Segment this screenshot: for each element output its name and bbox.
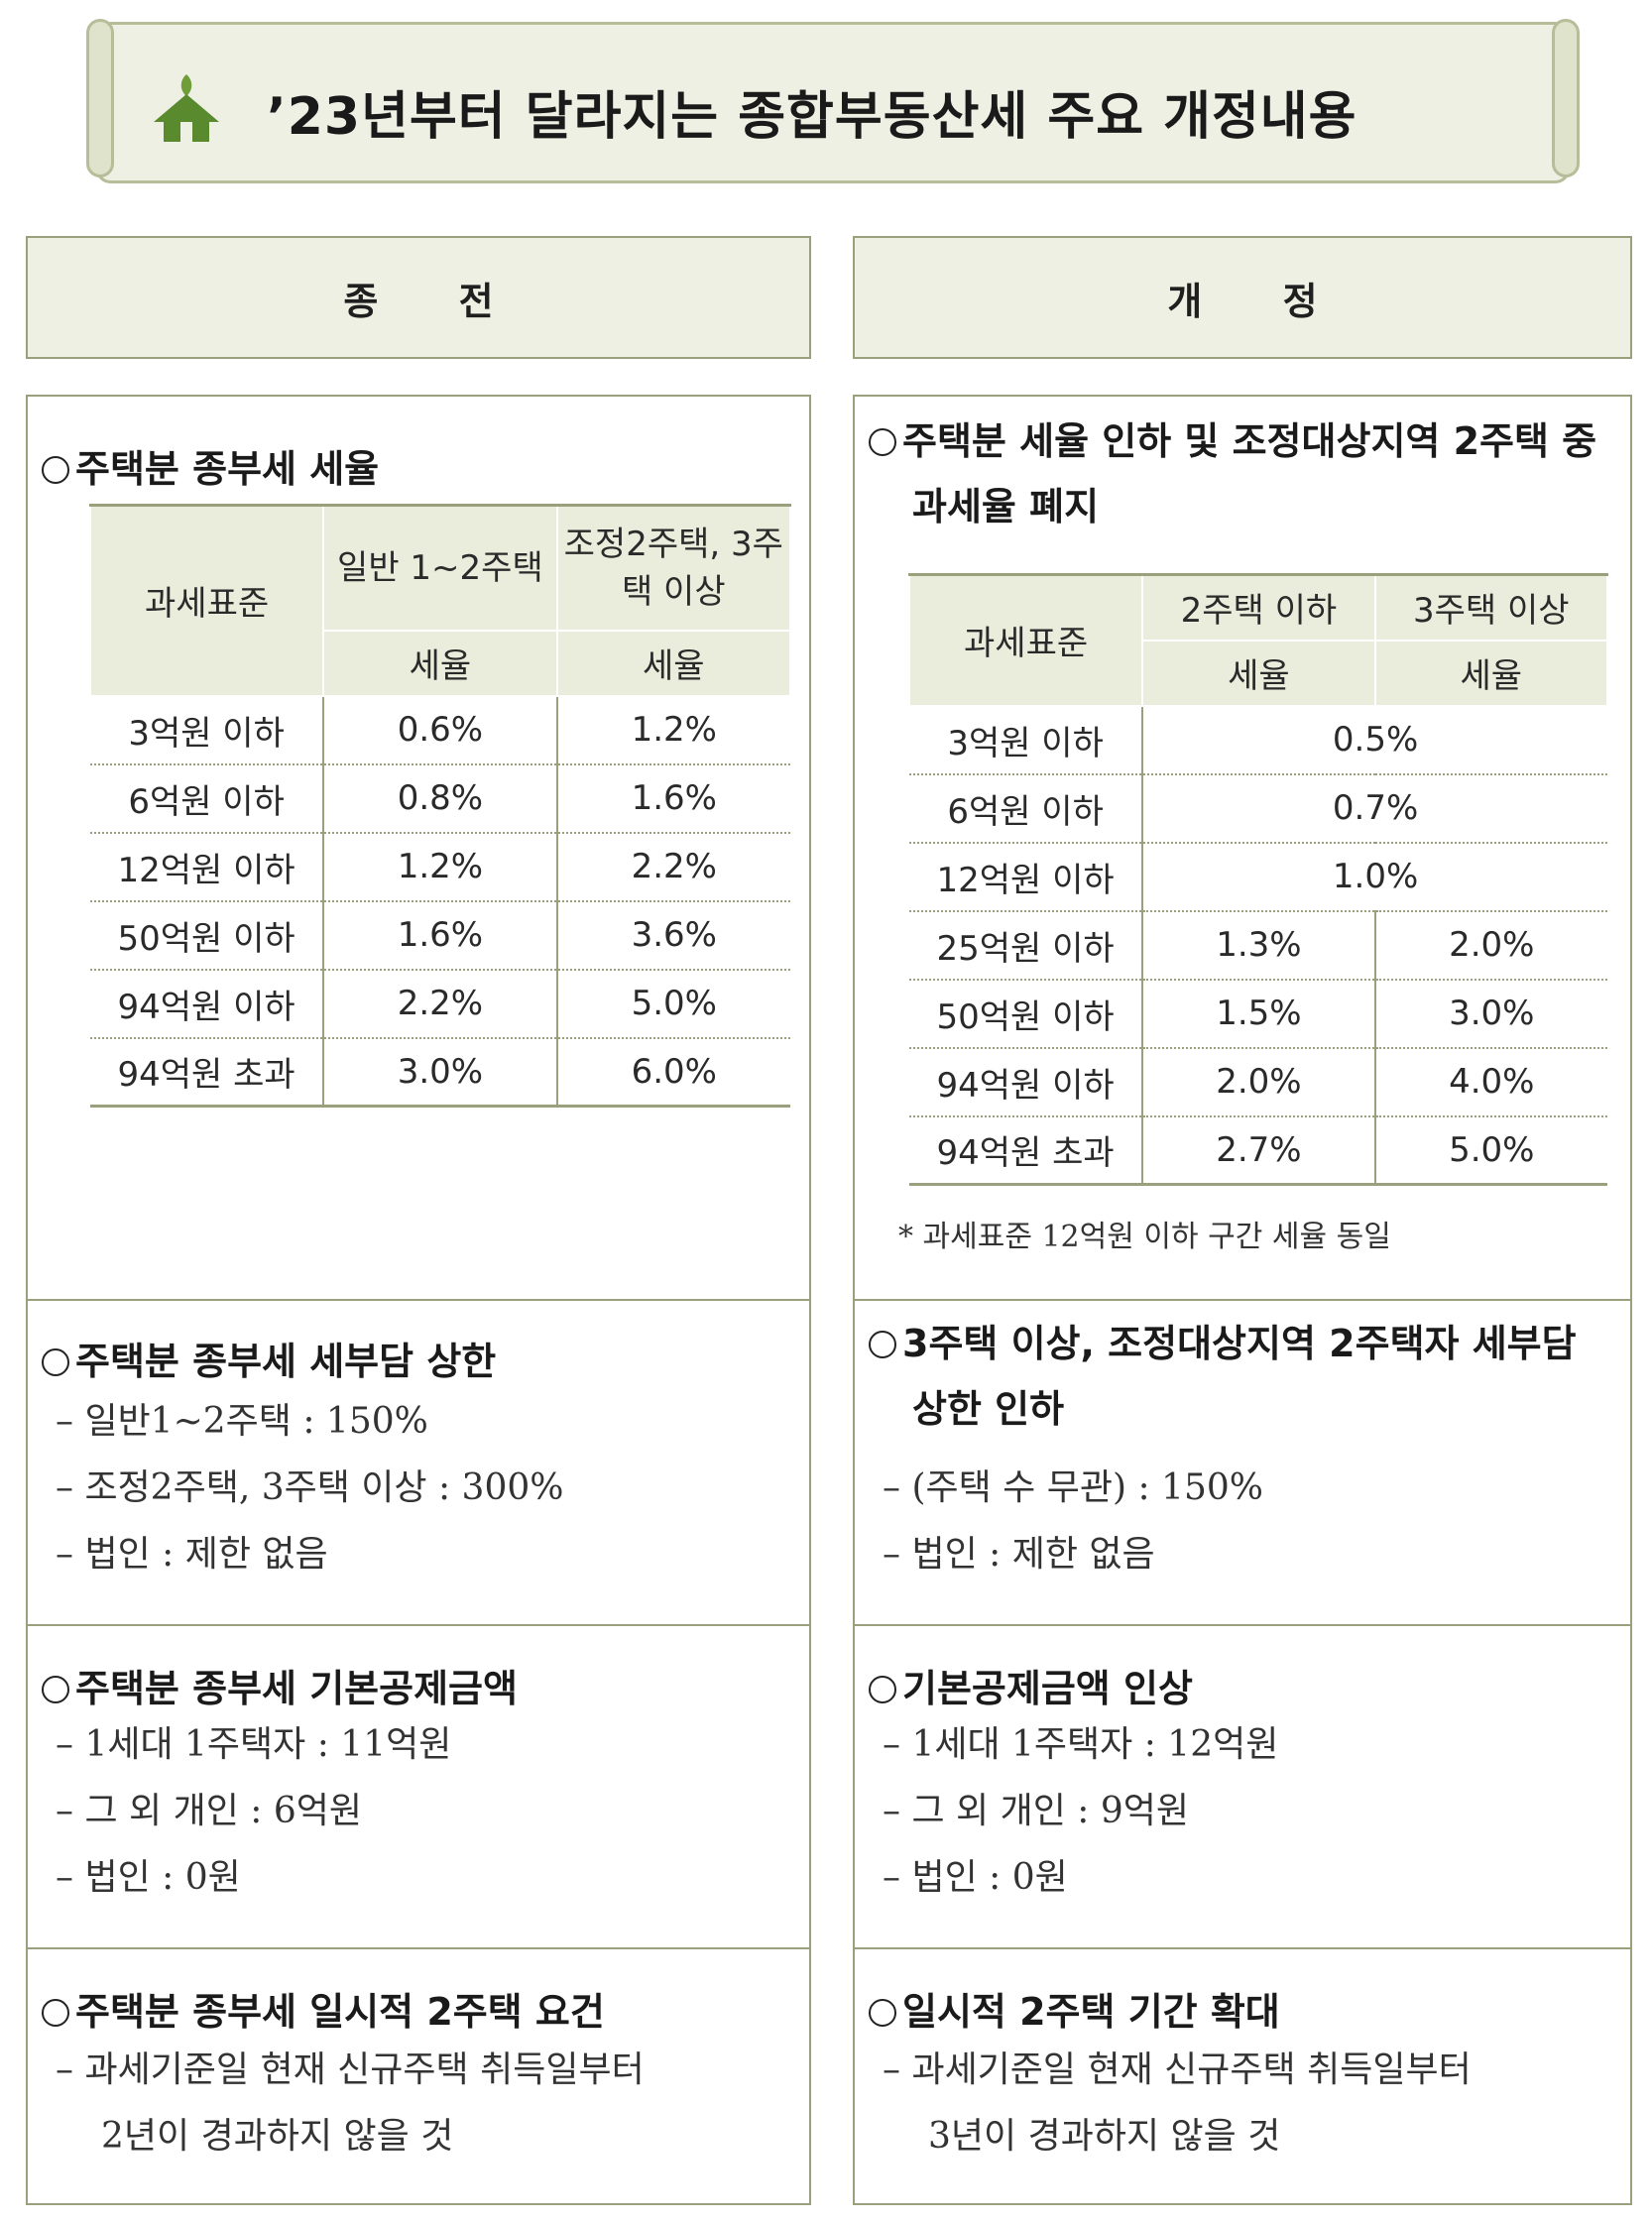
column-header-before: 종 전 [26,236,811,359]
before-temp-section: 주택분 종부세 일시적 2주택 요건 – 과세기준일 현재 신규주택 취득일부터… [28,1949,809,2207]
circle-bullet-icon [869,428,896,456]
header-sub: 세율 [555,629,792,697]
after-panel: 주택분 세율 인하 및 조정대상지역 2주택 중과세율 폐지 과세표준 2주택 … [853,395,1632,2205]
list-item: – 그 외 개인 : 9억원 [883,1791,1189,1831]
section-title: 주택분 종부세 기본공제금액 [42,1658,518,1712]
table-row: 94억원 이하 2.2% 5.0% [90,969,790,1039]
list-item: – 그 외 개인 : 6억원 [56,1791,362,1831]
item-list: – 1세대 1주택자 : 12억원 – 그 외 개인 : 9억원 – 법인 : … [883,1711,1278,1911]
before-cap-section: 주택분 종부세 세부담 상한 – 일반1~2주택 : 150% – 조정2주택,… [28,1301,809,1626]
list-item: – 법인 : 0원 [883,1857,1068,1898]
table-row: 50억원 이하 1.6% 3.6% [90,900,790,971]
title-banner: ’23년부터 달라지는 종합부동산세 주요 개정내용 [86,19,1580,183]
table-row: 25억원 이하 1.3% 2.0% [909,910,1607,981]
circle-bullet-icon [869,1676,896,1703]
list-item: – (주택 수 무관) : 150% [883,1467,1263,1508]
table-note: * 과세표준 12억원 이하 구간 세율 동일 [898,1220,1391,1254]
section-title: 주택분 종부세 세율 [42,438,379,493]
item-list: – 과세기준일 현재 신규주택 취득일부터 2년이 경과하지 않을 것 [56,2037,645,2169]
item-list: – 일반1~2주택 : 150% – 조정2주택, 3주택 이상 : 300% … [56,1388,563,1587]
item-list: – 1세대 1주택자 : 11억원 – 그 외 개인 : 6억원 – 법인 : … [56,1711,451,1911]
scroll-curl-left [86,19,114,177]
header-col2: 조정2주택, 3주택 이상 [555,504,792,632]
circle-bullet-icon [42,456,69,484]
circle-bullet-icon [42,1348,69,1376]
after-cap-section: 3주택 이상, 조정대상지역 2주택자 세부담 상한 인하 – (주택 수 무관… [855,1301,1630,1626]
before-deduction-section: 주택분 종부세 기본공제금액 – 1세대 1주택자 : 11억원 – 그 외 개… [28,1626,809,1949]
item-list: – 과세기준일 현재 신규주택 취득일부터 3년이 경과하지 않을 것 [883,2037,1472,2169]
table-row: 94억원 이하 2.0% 4.0% [909,1047,1607,1117]
table-row: 12억원 이하 1.0% [909,842,1607,912]
list-item: 2년이 경과하지 않을 것 [101,2116,454,2157]
table-row: 3억원 이하 0.5% [909,705,1607,775]
section-title: 3주택 이상, 조정대상지역 2주택자 세부담 상한 인하 [869,1311,1622,1442]
header-base: 과세표준 [88,504,325,697]
header-sub: 세율 [322,629,558,697]
list-item: – 과세기준일 현재 신규주택 취득일부터 [883,2049,1472,2090]
section-title: 일시적 2주택 기간 확대 [869,1981,1280,2036]
header-col1: 일반 1~2주택 [322,504,558,632]
before-rate-section: 주택분 종부세 세율 과세표준 일반 1~2주택 조정2주택, 3주택 이상 세… [28,397,809,1301]
header-base: 과세표준 [907,573,1144,707]
section-title: 주택분 종부세 일시적 2주택 요건 [42,1981,605,2036]
list-item: 3년이 경과하지 않을 것 [928,2116,1281,2157]
house-leaf-icon [154,74,219,142]
after-rate-table: 과세표준 2주택 이하 3주택 이상 세율 세율 3억원 이하 0.5% 6억원 … [907,573,1609,1186]
header-col2: 3주택 이상 [1373,573,1609,642]
list-item: – 1세대 1주택자 : 12억원 [883,1724,1279,1765]
after-temp-section: 일시적 2주택 기간 확대 – 과세기준일 현재 신규주택 취득일부터 3년이 … [855,1949,1630,2207]
scroll-curl-right [1552,19,1580,177]
list-item: – 일반1~2주택 : 150% [56,1401,428,1442]
list-item: – 1세대 1주택자 : 11억원 [56,1724,452,1765]
header-col1: 2주택 이하 [1141,573,1376,642]
header-sub: 세율 [1141,639,1376,707]
table-row: 94억원 초과 2.7% 5.0% [909,1115,1607,1186]
before-panel: 주택분 종부세 세율 과세표준 일반 1~2주택 조정2주택, 3주택 이상 세… [26,395,811,2205]
table-row: 3억원 이하 0.6% 1.2% [90,695,790,765]
before-rate-table: 과세표준 일반 1~2주택 조정2주택, 3주택 이상 세율 세율 3억원 이하… [88,504,792,1108]
section-title: 기본공제금액 인상 [869,1658,1193,1712]
table-row: 6억원 이하 0.8% 1.6% [90,763,790,834]
item-list: – (주택 수 무관) : 150% – 법인 : 제한 없음 [883,1455,1263,1587]
circle-bullet-icon [869,1331,896,1358]
list-item: – 법인 : 0원 [56,1857,241,1898]
table-row: 12억원 이하 1.2% 2.2% [90,832,790,902]
circle-bullet-icon [42,1676,69,1703]
table-row: 94억원 초과 3.0% 6.0% [90,1037,790,1108]
list-item: – 과세기준일 현재 신규주택 취득일부터 [56,2049,645,2090]
list-item: – 조정2주택, 3주택 이상 : 300% [56,1467,564,1508]
list-item: – 법인 : 제한 없음 [883,1534,1155,1575]
list-item: – 법인 : 제한 없음 [56,1534,328,1575]
table-row: 50억원 이하 1.5% 3.0% [909,979,1607,1049]
section-title: 주택분 종부세 세부담 상한 [42,1331,496,1385]
page-title: ’23년부터 달라지는 종합부동산세 주요 개정내용 [267,87,1357,147]
after-deduction-section: 기본공제금액 인상 – 1세대 1주택자 : 12억원 – 그 외 개인 : 9… [855,1626,1630,1949]
column-header-after: 개 정 [853,236,1632,359]
table-row: 6억원 이하 0.7% [909,773,1607,844]
circle-bullet-icon [42,1999,69,2027]
section-title: 주택분 세율 인하 및 조정대상지역 2주택 중과세율 폐지 [869,409,1602,539]
header-sub: 세율 [1373,639,1609,707]
circle-bullet-icon [869,1999,896,2027]
after-rate-section: 주택분 세율 인하 및 조정대상지역 2주택 중과세율 폐지 과세표준 2주택 … [855,397,1630,1301]
